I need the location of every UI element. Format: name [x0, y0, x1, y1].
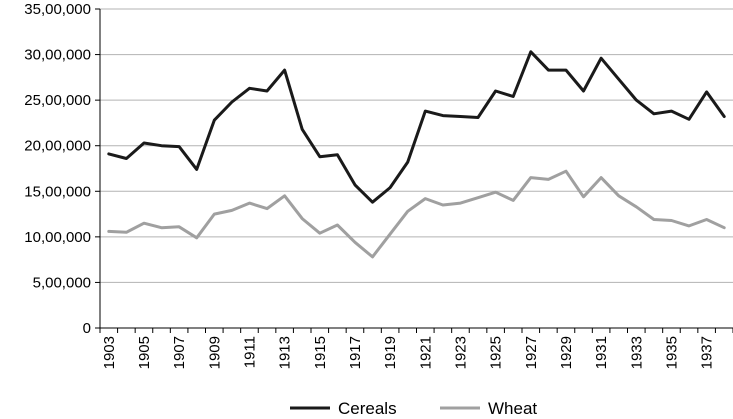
y-tick-label: 25,00,000 — [24, 92, 91, 109]
x-tick-label: 1917 — [347, 336, 364, 369]
x-tick-label: 1913 — [277, 336, 294, 369]
series-line-cereals — [107, 50, 726, 204]
legend-item-wheat: Wheat — [440, 399, 537, 418]
x-tick-label: 1937 — [699, 336, 716, 369]
series-lines — [107, 50, 726, 259]
x-tick-label: 1907 — [171, 336, 188, 369]
y-tick-labels: 0 5,00,000 10,00,000 15,00,000 20,00,000 25,0… — [24, 1, 91, 337]
x-tick-label: 1919 — [382, 336, 399, 369]
y-tick-label: 20,00,000 — [24, 138, 91, 155]
legend-label: Cereals — [338, 399, 397, 418]
series-line-wheat — [107, 169, 726, 259]
x-tick-label: 1911 — [241, 336, 258, 368]
x-tick-label: 1915 — [312, 336, 329, 369]
x-tick-label: 1921 — [417, 336, 434, 369]
x-tick-label: 1903 — [101, 336, 118, 369]
y-tick-label: 15,00,000 — [24, 183, 91, 200]
x-tick-label: 1935 — [663, 336, 680, 369]
gridlines — [100, 8, 733, 283]
y-tick-label: 5,00,000 — [33, 274, 91, 291]
y-tick-label: 30,00,000 — [24, 47, 91, 64]
x-tick-label: 1925 — [488, 336, 505, 369]
x-tick-label: 1931 — [593, 336, 610, 369]
legend-label: Wheat — [488, 399, 537, 418]
x-tick-label: 1933 — [628, 336, 645, 369]
x-tick-labels: 1903 1905 1907 1909 1911 1913 1915 1917 1919 1921… — [101, 336, 716, 369]
y-tick-label: 10,00,000 — [24, 229, 91, 246]
x-tick-label: 1923 — [452, 336, 469, 369]
x-tick-label: 1927 — [523, 336, 540, 369]
axes — [95, 8, 733, 333]
legend-item-cereals: Cereals — [290, 399, 397, 418]
legend: Cereals Wheat — [290, 399, 537, 418]
x-tick-label: 1905 — [136, 336, 153, 369]
y-tick-label: 35,00,000 — [24, 1, 91, 18]
x-tick-label: 1909 — [206, 336, 223, 369]
y-tick-label: 0 — [83, 320, 91, 337]
x-tick-label: 1929 — [558, 336, 575, 369]
